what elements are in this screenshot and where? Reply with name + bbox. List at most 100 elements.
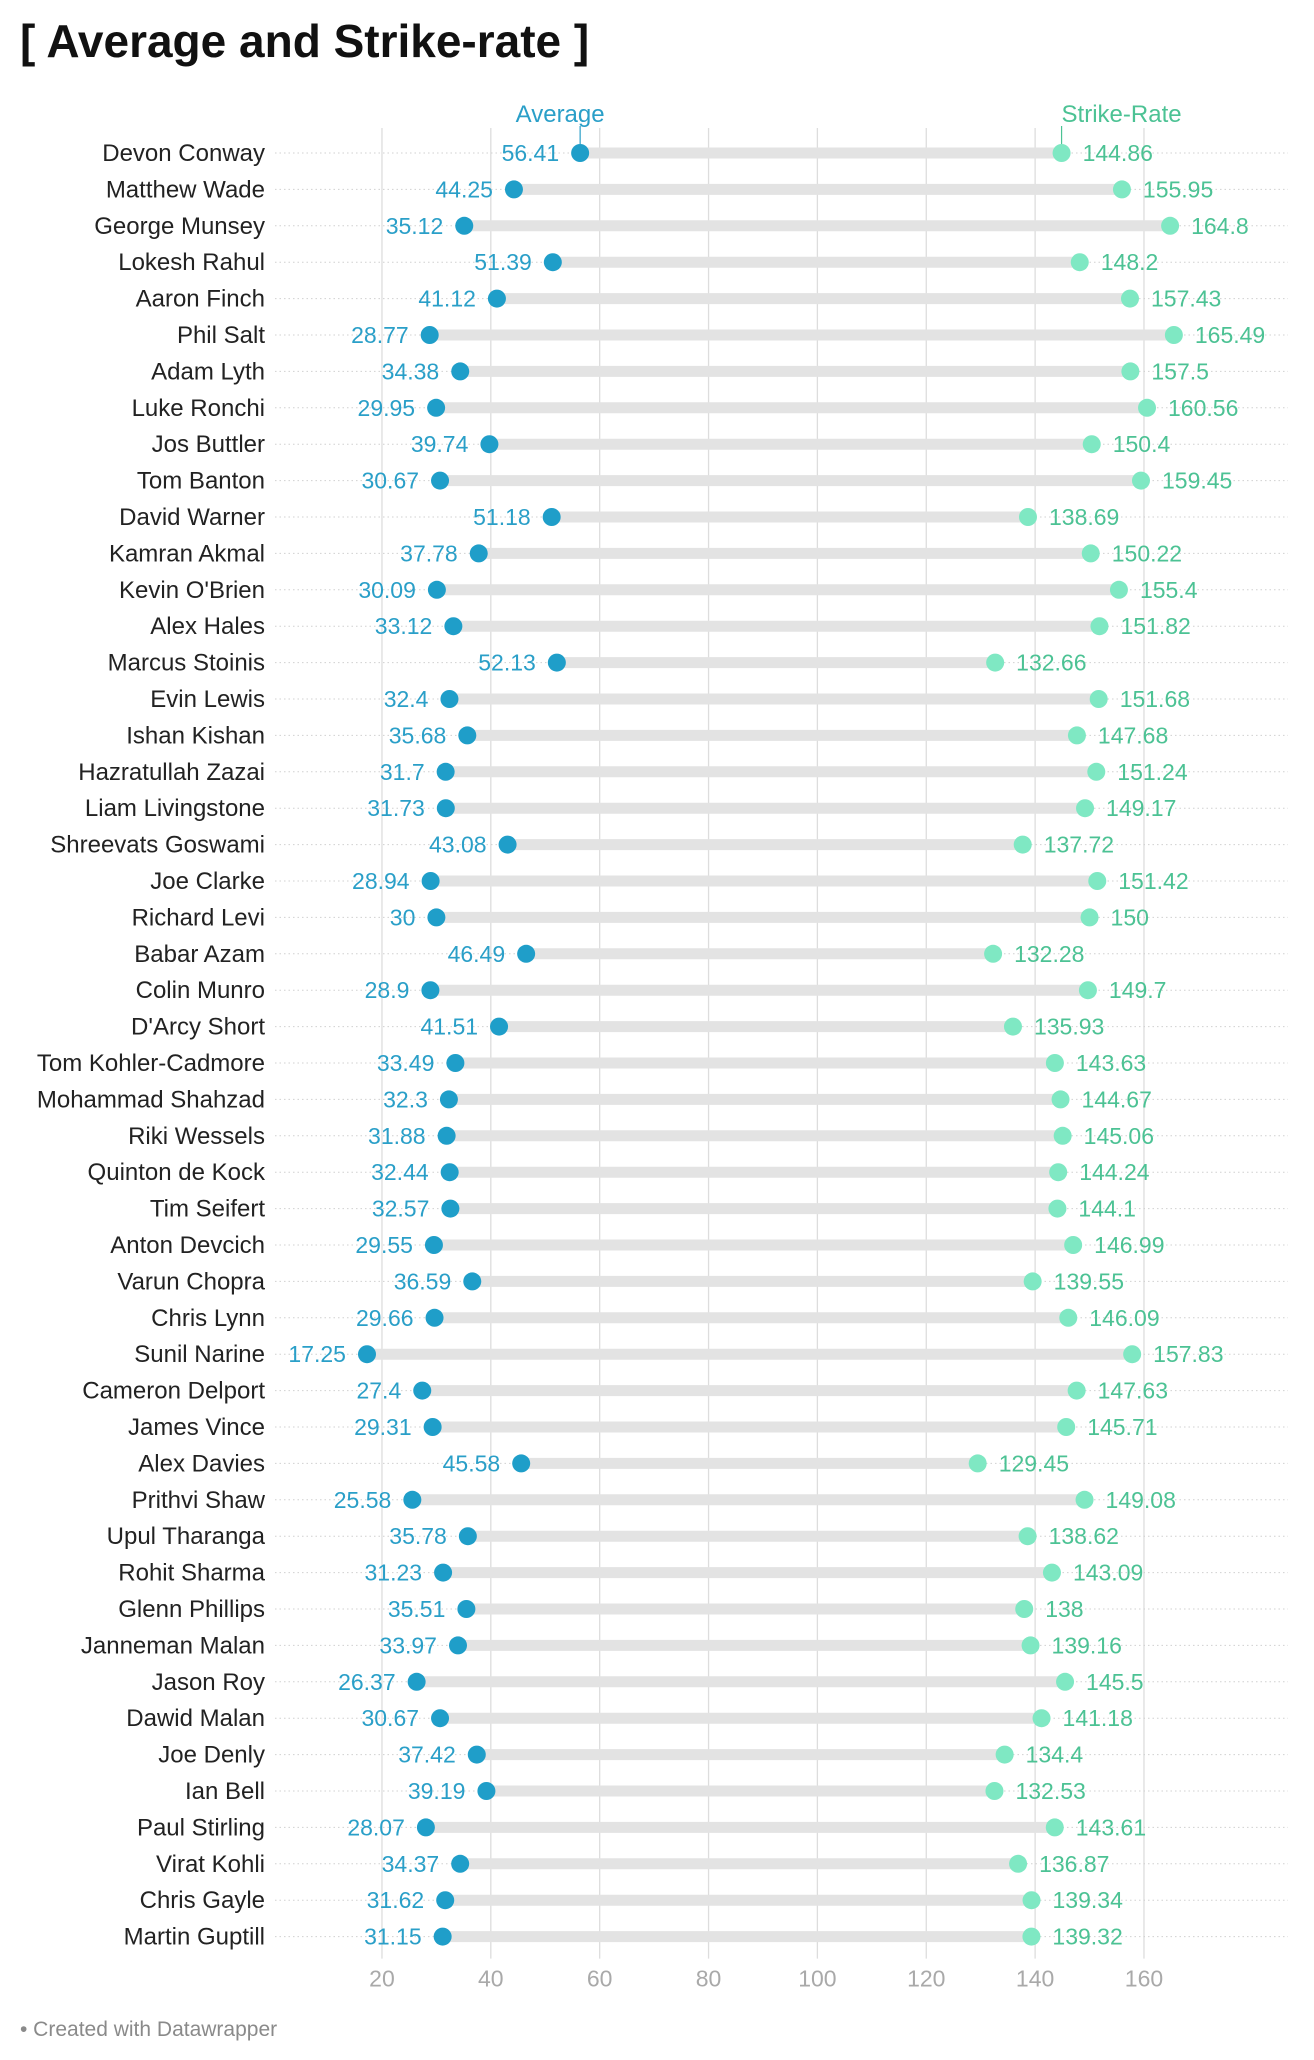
average-point [416,1818,435,1837]
average-point [436,1891,455,1910]
strike-rate-label: 141.18 [1063,1705,1133,1731]
strike-rate-point [1121,362,1140,381]
strike-rate-label: 149.17 [1106,795,1176,821]
player-name: Ian Bell [185,1778,265,1805]
average-point [517,944,536,963]
strike-rate-label: 151.42 [1118,868,1188,894]
average-point [448,1636,467,1655]
strike-rate-point [1049,1163,1068,1182]
strike-rate-point [1064,1236,1083,1254]
player-name: Quinton de Kock [88,1159,266,1186]
average-label: 31.62 [367,1887,425,1913]
average-label: 27.4 [356,1378,401,1404]
average-label: 26.37 [338,1669,396,1695]
strike-rate-point [1076,799,1095,818]
average-label: 35.68 [389,722,447,748]
average-label: 31.73 [367,795,425,821]
player-name: Chris Lynn [151,1305,265,1332]
strike-rate-point [1018,1527,1037,1546]
range-plot-chart: Average Strike-Rate 56.41 144.86 44.25 155.9… [37,101,1288,1992]
player-name: Chris Gayle [140,1887,265,1914]
strike-rate-point [1112,180,1131,199]
average-point [487,289,506,308]
player-name: David Warner [119,504,265,531]
strike-rate-point [1080,908,1099,927]
average-label: 41.12 [418,286,476,312]
player-name: Alex Hales [150,613,265,640]
average-label: 37.78 [400,540,458,566]
strike-rate-point [1003,1017,1022,1036]
average-point [441,1199,460,1218]
average-point [512,1454,531,1473]
strike-rate-label: 155.4 [1140,577,1198,603]
strike-rate-label: 150 [1111,904,1149,930]
player-name: Lokesh Rahul [118,249,265,276]
player-name: Tom Kohler-Cadmore [37,1050,265,1077]
average-point [480,435,499,454]
average-point [434,1563,453,1582]
average-label: 35.78 [389,1523,447,1549]
x-tick-label: 160 [1125,1966,1163,1992]
player-name: Prithvi Shaw [132,1487,266,1514]
player-name: Hazratullah Zazai [78,759,265,786]
strike-rate-label: 143.61 [1076,1814,1146,1840]
average-point [431,1709,450,1728]
strike-rate-point [1018,508,1037,526]
average-point [431,471,450,490]
strike-rate-point [968,1454,987,1473]
average-point [451,362,470,381]
player-name: Adam Lyth [151,358,265,385]
legend-average: Average [516,101,605,128]
player-name: Riki Wessels [128,1123,265,1150]
average-point [423,1418,442,1436]
average-point [427,398,446,417]
player-name: Mohammad Shahzad [37,1086,265,1113]
strike-rate-label: 145.5 [1086,1669,1144,1695]
strike-rate-point [1045,1818,1064,1837]
strike-rate-label: 129.45 [999,1450,1069,1476]
average-point [458,726,477,745]
strike-rate-label: 157.83 [1153,1341,1223,1367]
strike-rate-label: 150.22 [1112,540,1182,566]
player-name: Jason Roy [152,1669,265,1696]
player-name: Varun Chopra [117,1268,265,1295]
strike-rate-point [1120,289,1139,308]
average-label: 39.19 [408,1778,466,1804]
strike-rate-point [1009,1854,1028,1873]
average-point [407,1672,426,1691]
average-point [413,1381,432,1400]
strike-rate-label: 146.99 [1094,1232,1164,1258]
average-label: 43.08 [429,832,487,858]
data-labels: 56.41 144.86 44.25 155.95 35.12 164.8 51.39 148… [288,140,1265,1950]
player-name: Glenn Phillips [118,1596,265,1623]
average-label: 29.95 [358,395,416,421]
strike-rate-point [1078,981,1097,1000]
average-point [542,508,561,526]
strike-rate-label: 132.66 [1016,650,1086,676]
average-point [357,1345,376,1364]
strike-rate-label: 139.55 [1054,1268,1124,1294]
row-names: Devon Conway Matthew Wade George Munsey Lok… [37,140,266,1951]
average-point [439,1090,458,1109]
average-label: 35.12 [386,213,444,239]
strike-rate-point [1053,1126,1072,1145]
average-label: 46.49 [448,941,506,967]
strike-rate-point [984,944,1003,963]
average-label: 35.51 [388,1596,446,1622]
average-label: 34.38 [382,358,440,384]
strike-rate-point [1087,762,1106,781]
average-label: 29.31 [354,1414,412,1440]
player-name: Shreevats Goswami [50,832,265,859]
range-bars [361,147,1180,1943]
strike-rate-label: 151.82 [1120,613,1190,639]
average-point [467,1745,486,1764]
average-label: 25.58 [334,1487,392,1513]
average-label: 33.97 [379,1632,437,1658]
average-label: 28.77 [351,322,409,348]
average-label: 31.7 [380,759,425,785]
player-name: Evin Lewis [150,686,265,713]
average-label: 29.55 [355,1232,413,1258]
strike-rate-label: 157.5 [1151,358,1209,384]
strike-rate-label: 149.7 [1109,977,1167,1003]
strike-rate-label: 145.06 [1084,1123,1154,1149]
